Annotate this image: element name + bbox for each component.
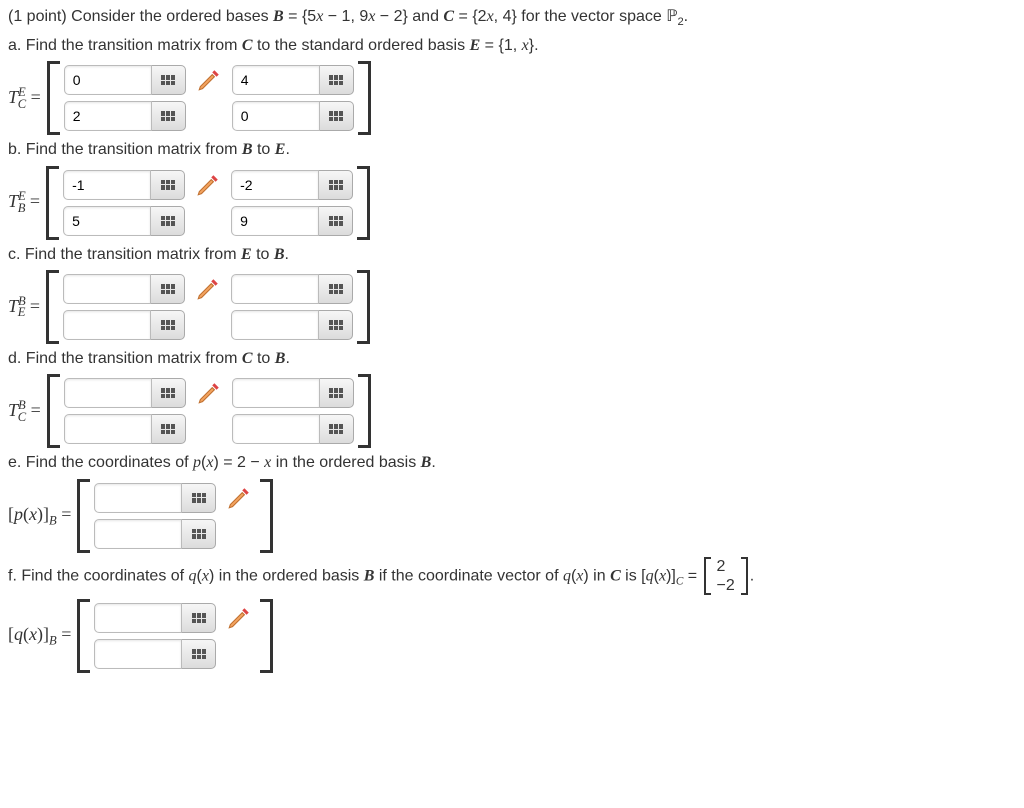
pencil-icon xyxy=(196,67,222,93)
matrix-input[interactable] xyxy=(64,65,152,95)
matrix-input[interactable] xyxy=(63,206,151,236)
problem-intro: (1 point) Consider the ordered bases B =… xyxy=(8,6,1016,31)
keypad-button[interactable] xyxy=(151,206,185,236)
matrix-input[interactable] xyxy=(231,170,319,200)
keypad-button[interactable] xyxy=(320,65,354,95)
part-b-text: b. Find the transition matrix from B to … xyxy=(8,139,1016,161)
keypad-button[interactable] xyxy=(152,378,186,408)
keypad-icon xyxy=(161,424,175,434)
matrix-input[interactable] xyxy=(63,310,151,340)
keypad-button[interactable] xyxy=(152,65,186,95)
pencil-icon xyxy=(226,605,252,631)
keypad-icon xyxy=(329,320,343,330)
keypad-icon xyxy=(329,424,343,434)
keypad-icon xyxy=(161,388,175,398)
keypad-button[interactable] xyxy=(151,274,185,304)
matrix-input[interactable] xyxy=(94,519,182,549)
keypad-button[interactable] xyxy=(182,483,216,513)
part-b-matrix-row: TEB = xyxy=(8,166,1016,240)
keypad-icon xyxy=(329,111,343,121)
part-a-text: a. Find the transition matrix from C to … xyxy=(8,35,1016,57)
keypad-button[interactable] xyxy=(182,519,216,549)
keypad-button[interactable] xyxy=(151,310,185,340)
matrix-input[interactable] xyxy=(94,483,182,513)
part-e-text: e. Find the coordinates of p(x) = 2 − x … xyxy=(8,452,1016,474)
part-f-matrix-row: [q(x)]B = xyxy=(8,599,1016,673)
vec-entry: 2 xyxy=(717,557,735,576)
part-f-text: f. Find the coordinates of q(x) in the o… xyxy=(8,557,1016,595)
keypad-button[interactable] xyxy=(152,101,186,131)
keypad-icon xyxy=(329,388,343,398)
keypad-icon xyxy=(192,649,206,659)
keypad-button[interactable] xyxy=(152,414,186,444)
keypad-icon xyxy=(329,180,343,190)
keypad-icon xyxy=(192,493,206,503)
keypad-icon xyxy=(161,111,175,121)
keypad-button[interactable] xyxy=(182,639,216,669)
part-d-matrix-row: TBC = xyxy=(8,374,1016,448)
keypad-icon xyxy=(161,75,175,85)
matrix-input[interactable] xyxy=(63,274,151,304)
keypad-button[interactable] xyxy=(319,170,353,200)
matrix-input[interactable] xyxy=(64,101,152,131)
keypad-icon xyxy=(192,529,206,539)
matrix-input[interactable] xyxy=(63,170,151,200)
matrix-input[interactable] xyxy=(64,378,152,408)
keypad-icon xyxy=(329,284,343,294)
matrix-input[interactable] xyxy=(232,378,320,408)
matrix-input[interactable] xyxy=(232,65,320,95)
keypad-button[interactable] xyxy=(182,603,216,633)
pencil-icon xyxy=(195,276,221,302)
matrix-input[interactable] xyxy=(94,639,182,669)
pencil-icon xyxy=(196,380,222,406)
keypad-icon xyxy=(161,284,175,294)
keypad-button[interactable] xyxy=(319,310,353,340)
keypad-button[interactable] xyxy=(319,206,353,236)
keypad-button[interactable] xyxy=(151,170,185,200)
part-e-matrix-row: [p(x)]B = xyxy=(8,479,1016,553)
keypad-icon xyxy=(161,216,175,226)
lhs-e: [p(x)]B = xyxy=(8,504,71,529)
keypad-icon xyxy=(161,180,175,190)
pencil-icon xyxy=(226,485,252,511)
lhs-a: TEC = xyxy=(8,85,41,112)
part-c-matrix-row: TBE = xyxy=(8,270,1016,344)
matrix-input[interactable] xyxy=(232,414,320,444)
keypad-button[interactable] xyxy=(320,378,354,408)
matrix-input[interactable] xyxy=(94,603,182,633)
vec-entry: −2 xyxy=(717,576,735,595)
lhs-c: TBE = xyxy=(8,294,40,321)
matrix-input[interactable] xyxy=(231,274,319,304)
keypad-button[interactable] xyxy=(320,414,354,444)
keypad-icon xyxy=(161,320,175,330)
part-c-text: c. Find the transition matrix from E to … xyxy=(8,244,1016,266)
matrix-input[interactable] xyxy=(231,206,319,236)
keypad-icon xyxy=(192,613,206,623)
lhs-b: TEB = xyxy=(8,189,40,216)
lhs-d: TBC = xyxy=(8,398,41,425)
lhs-f: [q(x)]B = xyxy=(8,624,71,649)
keypad-icon xyxy=(329,216,343,226)
given-vector: 2−2 xyxy=(704,557,748,595)
matrix-input[interactable] xyxy=(232,101,320,131)
part-d-text: d. Find the transition matrix from C to … xyxy=(8,348,1016,370)
part-a-matrix-row: TEC = xyxy=(8,61,1016,135)
keypad-button[interactable] xyxy=(319,274,353,304)
matrix-input[interactable] xyxy=(64,414,152,444)
keypad-button[interactable] xyxy=(320,101,354,131)
pencil-icon xyxy=(195,172,221,198)
matrix-input[interactable] xyxy=(231,310,319,340)
keypad-icon xyxy=(329,75,343,85)
